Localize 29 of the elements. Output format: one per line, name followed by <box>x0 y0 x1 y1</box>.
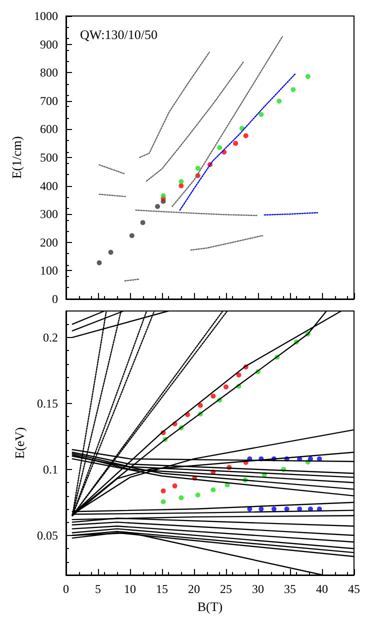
x-tick-label: 30 <box>252 582 264 596</box>
y-axis-title: E(eV) <box>12 427 27 459</box>
y-tick-label: 200 <box>40 235 58 250</box>
x-tick-label: 20 <box>188 582 200 596</box>
y-tick-label: 0.05 <box>37 528 58 542</box>
y-tick-label: 700 <box>40 94 58 108</box>
annotation: QW:130/10/50 <box>80 27 158 42</box>
x-axis-title: B(T) <box>197 598 223 614</box>
x-tick-label: 45 <box>348 582 360 596</box>
y-tick-label: 600 <box>40 122 58 136</box>
x-tick-label: 15 <box>156 582 168 596</box>
x-tick-label: 5 <box>95 582 101 596</box>
x-tick-label: 0 <box>63 582 69 596</box>
x-tick-label: 35 <box>284 582 296 596</box>
y-tick-label: 0.15 <box>37 396 58 410</box>
y-tick-label: 0 <box>52 292 58 306</box>
y-axis-title: E(1/cm) <box>9 136 24 179</box>
y-tick-label: 300 <box>40 207 58 222</box>
y-tick-label: 0.1 <box>43 462 58 476</box>
y-tick-label: 100 <box>40 264 58 278</box>
x-tick-label: 10 <box>124 582 136 596</box>
y-tick-label: 500 <box>40 150 58 164</box>
y-tick-label: 400 <box>40 178 58 193</box>
x-tick-label: 40 <box>316 582 328 596</box>
y-tick-label: 0.2 <box>43 330 58 344</box>
y-tick-label: 1000 <box>34 9 58 23</box>
x-tick-label: 25 <box>220 582 232 596</box>
y-tick-label: 800 <box>40 66 58 80</box>
y-tick-label: 900 <box>40 37 58 52</box>
